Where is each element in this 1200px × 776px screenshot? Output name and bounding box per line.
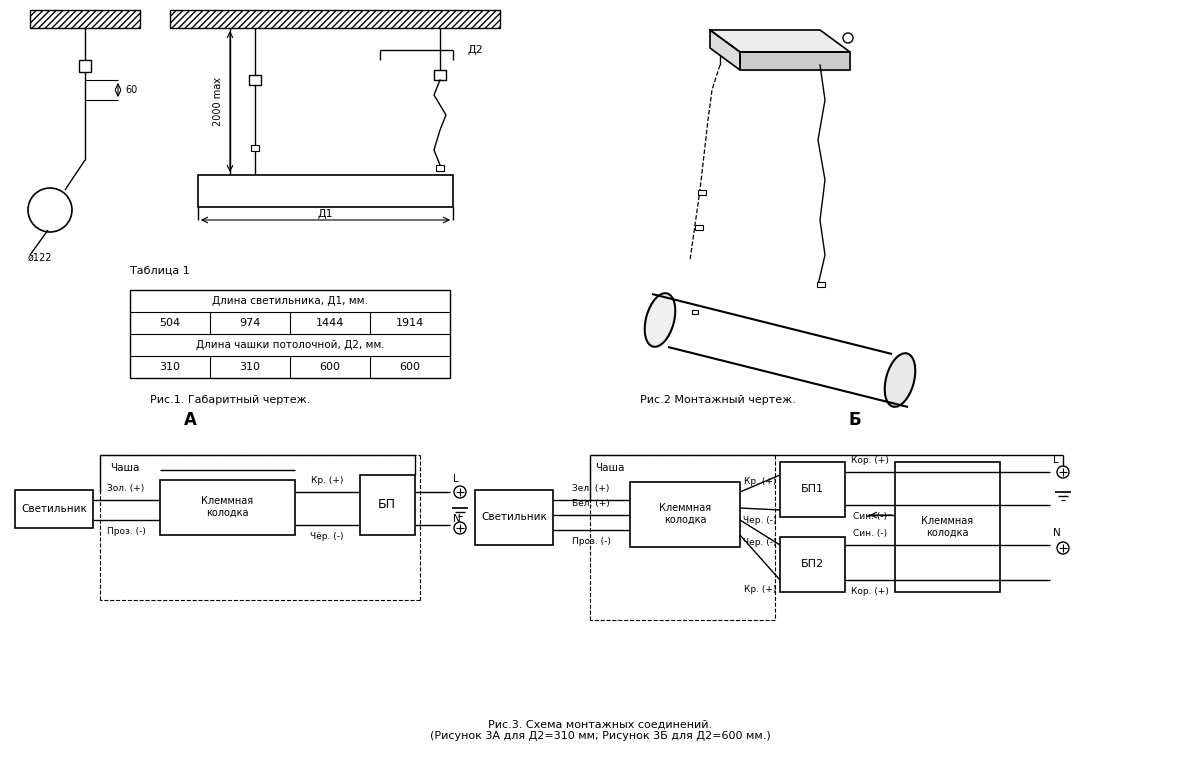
Bar xyxy=(198,175,454,207)
Text: Чёр. (-): Чёр. (-) xyxy=(311,532,343,541)
Text: Рис.1. Габаритный чертеж.: Рис.1. Габаритный чертеж. xyxy=(150,395,311,405)
Bar xyxy=(895,462,1000,592)
Polygon shape xyxy=(710,30,740,70)
Text: 310: 310 xyxy=(240,362,260,372)
Text: 2000 max: 2000 max xyxy=(214,77,223,126)
Text: БП: БП xyxy=(378,498,396,511)
Bar xyxy=(692,310,698,314)
Text: Клеммная
колодка: Клеммная колодка xyxy=(200,496,253,518)
Text: Кор. (+): Кор. (+) xyxy=(851,456,889,465)
Text: 60: 60 xyxy=(125,85,137,95)
Text: Кор. (+): Кор. (+) xyxy=(851,587,889,596)
Text: Проз. (-): Проз. (-) xyxy=(571,537,611,546)
Text: 1444: 1444 xyxy=(316,318,344,328)
Text: Кр. (+): Кр. (+) xyxy=(744,477,776,486)
Bar xyxy=(698,190,706,195)
Text: N: N xyxy=(1054,528,1061,538)
Bar xyxy=(250,75,262,85)
Bar xyxy=(780,537,845,592)
Text: БП2: БП2 xyxy=(800,559,823,569)
Bar xyxy=(170,10,500,28)
Bar xyxy=(14,490,94,528)
Text: Клеммная
колодка: Клеммная колодка xyxy=(659,503,712,525)
Bar xyxy=(160,480,295,535)
Bar xyxy=(695,225,703,230)
Text: Таблица 1: Таблица 1 xyxy=(130,266,190,276)
Text: Светильник: Светильник xyxy=(481,512,547,522)
Text: 1914: 1914 xyxy=(396,318,424,328)
Bar xyxy=(630,482,740,547)
Text: Рис.3. Схема монтажных соединений.
(Рисунок 3А для Д2=310 мм; Рисунок 3Б для Д2=: Рис.3. Схема монтажных соединений. (Рису… xyxy=(430,719,770,741)
Ellipse shape xyxy=(644,293,676,347)
Text: Зол. (+): Зол. (+) xyxy=(107,484,145,493)
Text: Син. (-): Син. (-) xyxy=(853,512,887,521)
Text: Син. (-): Син. (-) xyxy=(853,529,887,538)
Text: N: N xyxy=(454,514,461,524)
Bar xyxy=(817,282,826,287)
Text: Проз. (-): Проз. (-) xyxy=(107,527,145,536)
Text: Светильник: Светильник xyxy=(22,504,86,514)
Text: БП1: БП1 xyxy=(800,484,823,494)
Ellipse shape xyxy=(884,353,916,407)
Text: Д2: Д2 xyxy=(468,45,484,55)
Text: Д1: Д1 xyxy=(317,209,332,219)
Bar xyxy=(30,10,140,28)
Text: Клеммная
колодка: Клеммная колодка xyxy=(920,516,973,538)
Polygon shape xyxy=(710,30,850,52)
Bar xyxy=(475,490,553,545)
Text: L: L xyxy=(1054,455,1058,465)
Text: ø122: ø122 xyxy=(28,253,53,263)
Text: Длина светильника, Д1, мм.: Длина светильника, Д1, мм. xyxy=(212,296,368,306)
Text: Б: Б xyxy=(848,411,862,429)
Bar xyxy=(780,462,845,517)
Text: 600: 600 xyxy=(400,362,420,372)
Text: L: L xyxy=(454,474,458,484)
Polygon shape xyxy=(740,52,850,70)
Text: Кр. (+): Кр. (+) xyxy=(311,476,343,485)
Text: Длина чашки потолочной, Д2, мм.: Длина чашки потолочной, Д2, мм. xyxy=(196,340,384,350)
Text: 974: 974 xyxy=(239,318,260,328)
Text: Рис.2 Монтажный чертеж.: Рис.2 Монтажный чертеж. xyxy=(640,395,796,405)
Text: Чер. (-): Чер. (-) xyxy=(743,516,776,525)
Text: Чер. (-): Чер. (-) xyxy=(743,538,776,547)
Bar xyxy=(434,70,446,80)
Bar xyxy=(79,60,91,72)
Text: Чаша: Чаша xyxy=(595,463,624,473)
Text: Бел. (+): Бел. (+) xyxy=(572,499,610,508)
Bar xyxy=(360,475,415,535)
Bar xyxy=(130,290,450,378)
Text: Кр. (+): Кр. (+) xyxy=(744,585,776,594)
Text: 310: 310 xyxy=(160,362,180,372)
Text: Чаша: Чаша xyxy=(110,463,139,473)
Text: А: А xyxy=(184,411,197,429)
Text: Зел. (+): Зел. (+) xyxy=(572,484,610,493)
Text: 600: 600 xyxy=(319,362,341,372)
Bar xyxy=(436,165,444,171)
Text: 504: 504 xyxy=(160,318,180,328)
Bar xyxy=(251,145,259,151)
